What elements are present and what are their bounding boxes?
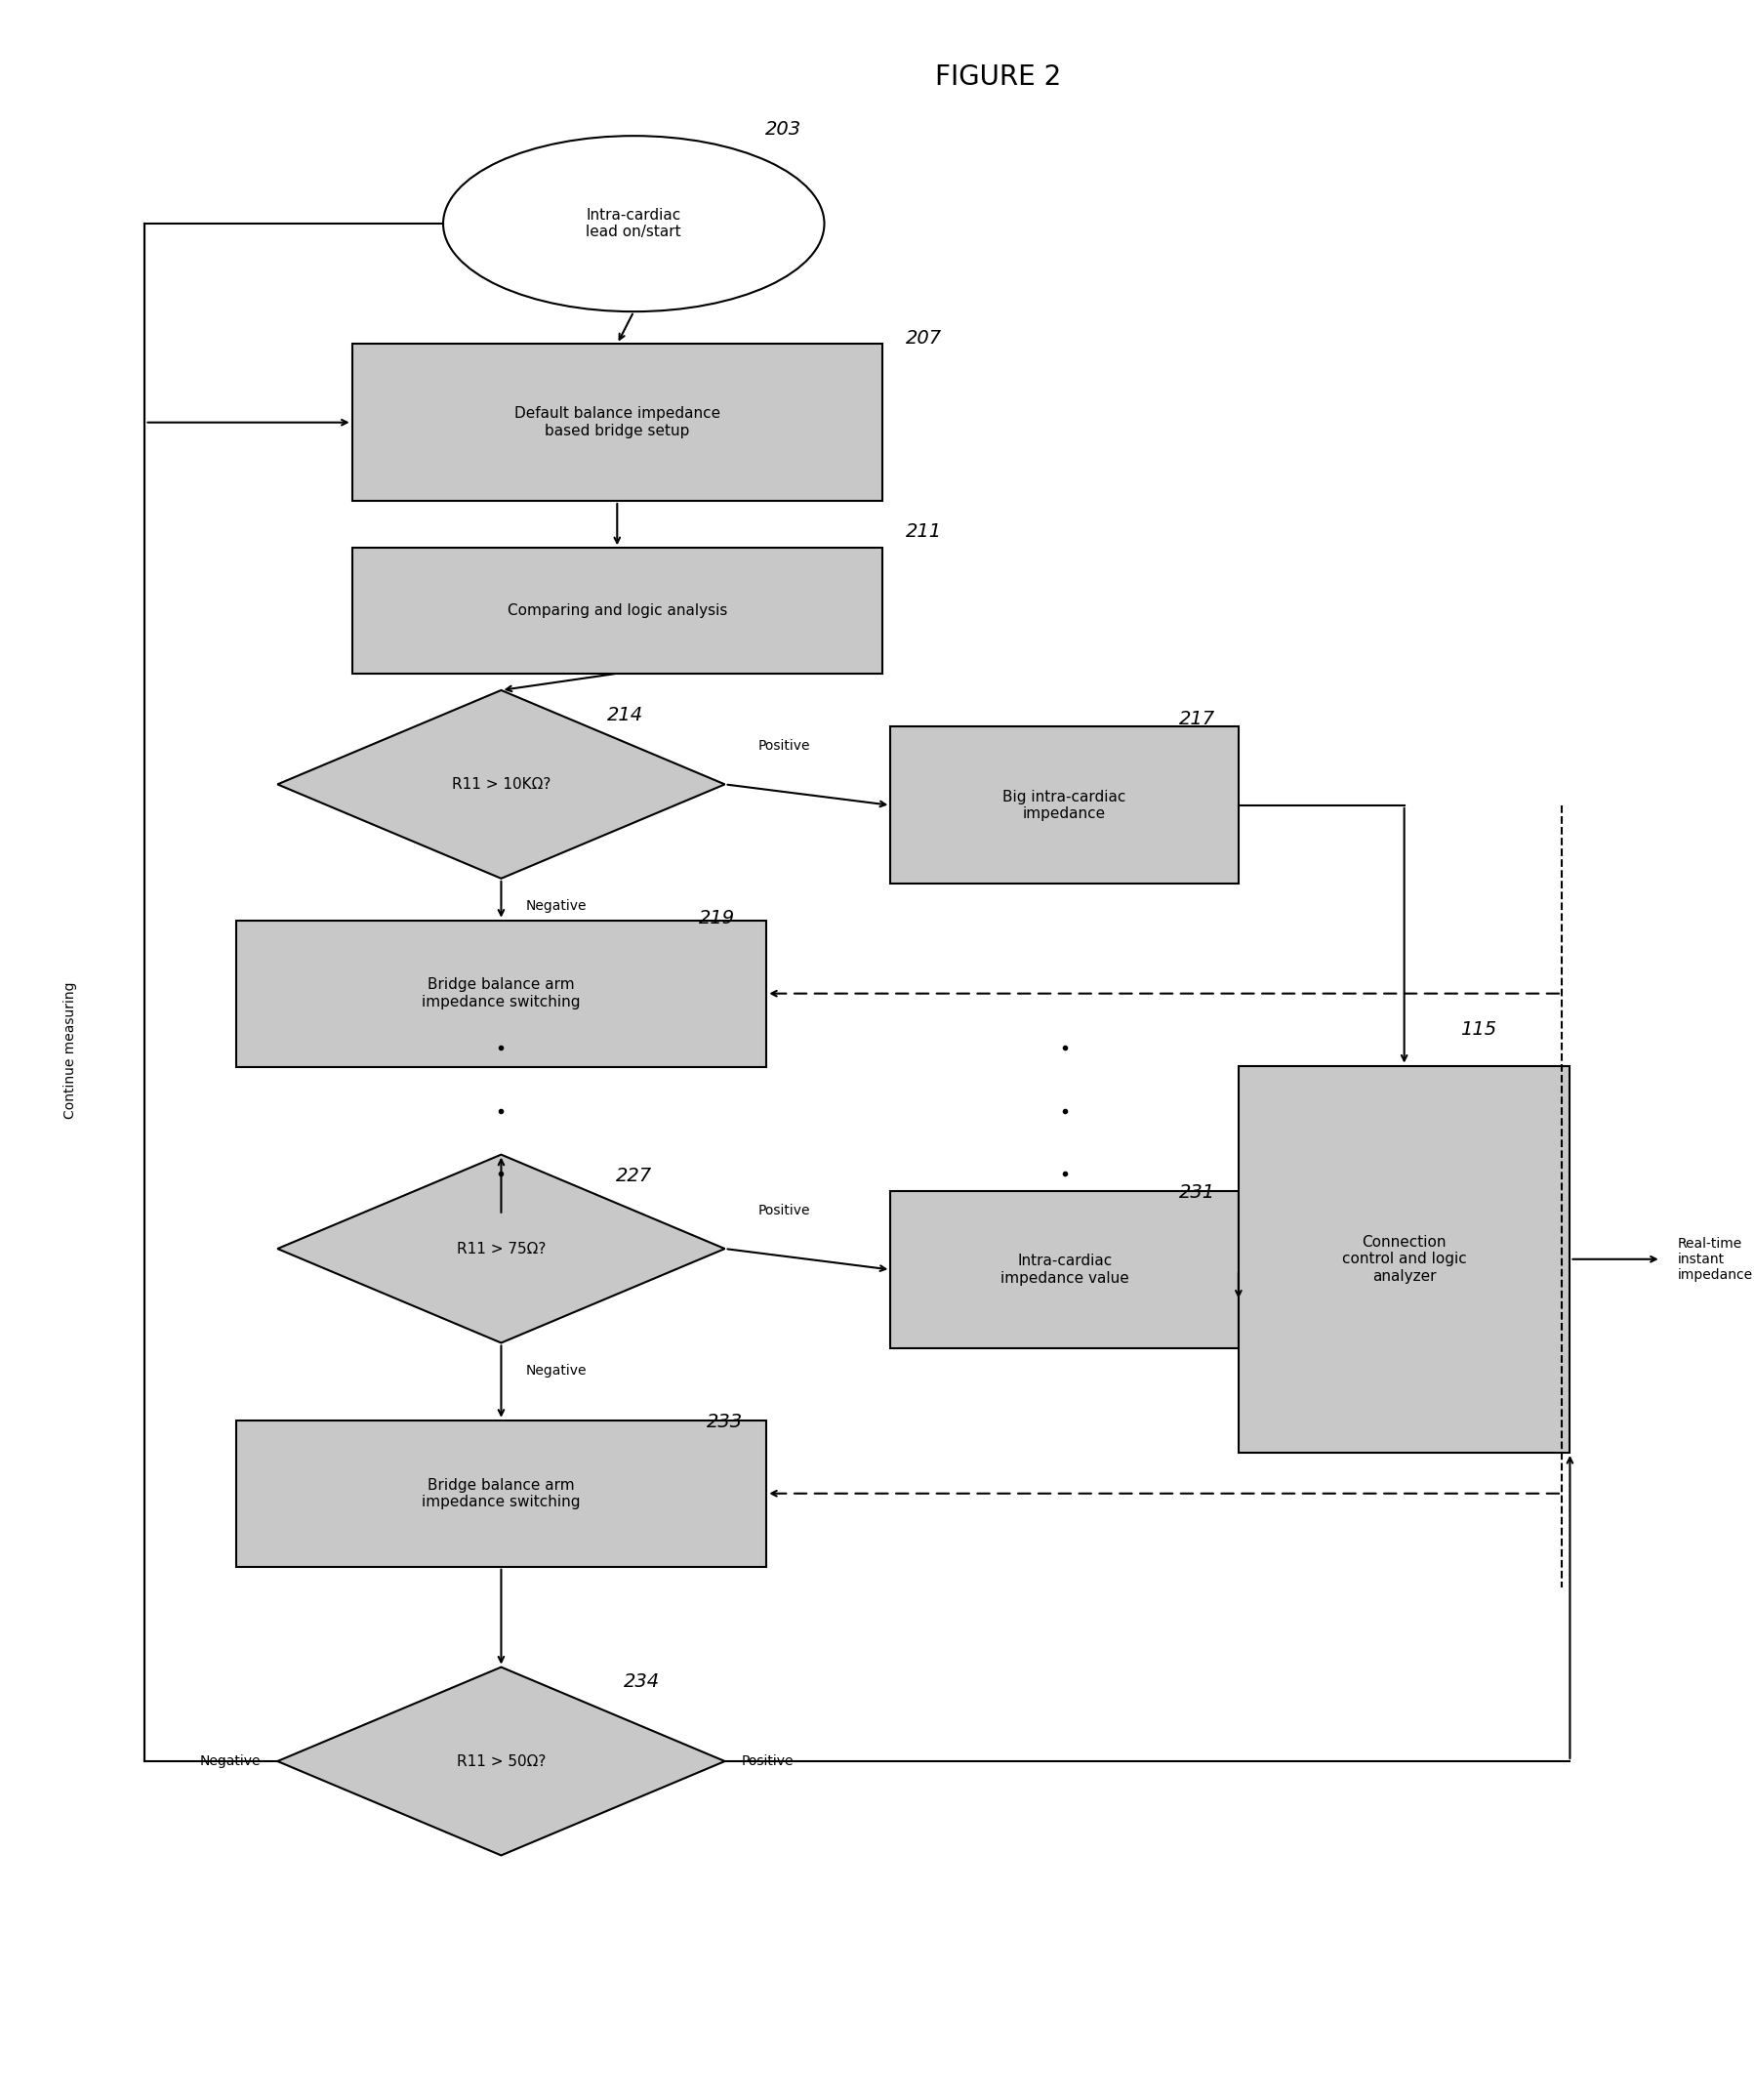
Text: 203: 203 bbox=[765, 120, 802, 139]
Text: 214: 214 bbox=[607, 706, 644, 724]
Text: 227: 227 bbox=[616, 1166, 652, 1184]
FancyBboxPatch shape bbox=[353, 548, 882, 674]
Text: 217: 217 bbox=[1179, 710, 1216, 729]
Text: Big intra-cardiac
impedance: Big intra-cardiac impedance bbox=[1003, 790, 1126, 821]
Text: Real-time
instant
impedance: Real-time instant impedance bbox=[1677, 1237, 1752, 1281]
FancyBboxPatch shape bbox=[1238, 1065, 1570, 1453]
Text: 234: 234 bbox=[624, 1672, 660, 1690]
Text: Comparing and logic analysis: Comparing and logic analysis bbox=[507, 603, 728, 617]
Text: Bridge balance arm
impedance switching: Bridge balance arm impedance switching bbox=[423, 979, 581, 1010]
Text: R11 > 10KΩ?: R11 > 10KΩ? bbox=[453, 777, 551, 792]
Text: 211: 211 bbox=[905, 523, 942, 540]
Text: Positive: Positive bbox=[742, 1754, 793, 1768]
Text: Connection
control and logic
analyzer: Connection control and logic analyzer bbox=[1342, 1235, 1466, 1283]
Text: Negative: Negative bbox=[200, 1754, 261, 1768]
Polygon shape bbox=[277, 1155, 724, 1342]
Text: Positive: Positive bbox=[758, 739, 810, 754]
Text: 219: 219 bbox=[698, 909, 735, 928]
Text: Negative: Negative bbox=[526, 1363, 588, 1378]
FancyBboxPatch shape bbox=[891, 1191, 1238, 1348]
FancyBboxPatch shape bbox=[237, 1420, 766, 1567]
FancyBboxPatch shape bbox=[237, 920, 766, 1067]
Text: Continue measuring: Continue measuring bbox=[63, 981, 77, 1119]
Text: Intra-cardiac
impedance value: Intra-cardiac impedance value bbox=[1000, 1254, 1130, 1285]
Text: R11 > 75Ω?: R11 > 75Ω? bbox=[456, 1241, 545, 1256]
Polygon shape bbox=[277, 1667, 724, 1856]
Text: Default balance impedance
based bridge setup: Default balance impedance based bridge s… bbox=[514, 407, 721, 439]
Text: 231: 231 bbox=[1179, 1182, 1216, 1201]
Text: Intra-cardiac
lead on/start: Intra-cardiac lead on/start bbox=[586, 208, 681, 239]
Polygon shape bbox=[277, 691, 724, 878]
Text: 115: 115 bbox=[1461, 1021, 1496, 1037]
FancyBboxPatch shape bbox=[353, 344, 882, 502]
Text: Bridge balance arm
impedance switching: Bridge balance arm impedance switching bbox=[423, 1478, 581, 1510]
Text: R11 > 50Ω?: R11 > 50Ω? bbox=[456, 1754, 545, 1768]
Text: FIGURE 2: FIGURE 2 bbox=[935, 63, 1061, 90]
Text: Positive: Positive bbox=[758, 1203, 810, 1218]
Ellipse shape bbox=[444, 136, 824, 311]
FancyBboxPatch shape bbox=[891, 727, 1238, 884]
Text: 233: 233 bbox=[707, 1413, 744, 1432]
Text: 207: 207 bbox=[905, 330, 942, 349]
Text: Negative: Negative bbox=[526, 899, 588, 913]
